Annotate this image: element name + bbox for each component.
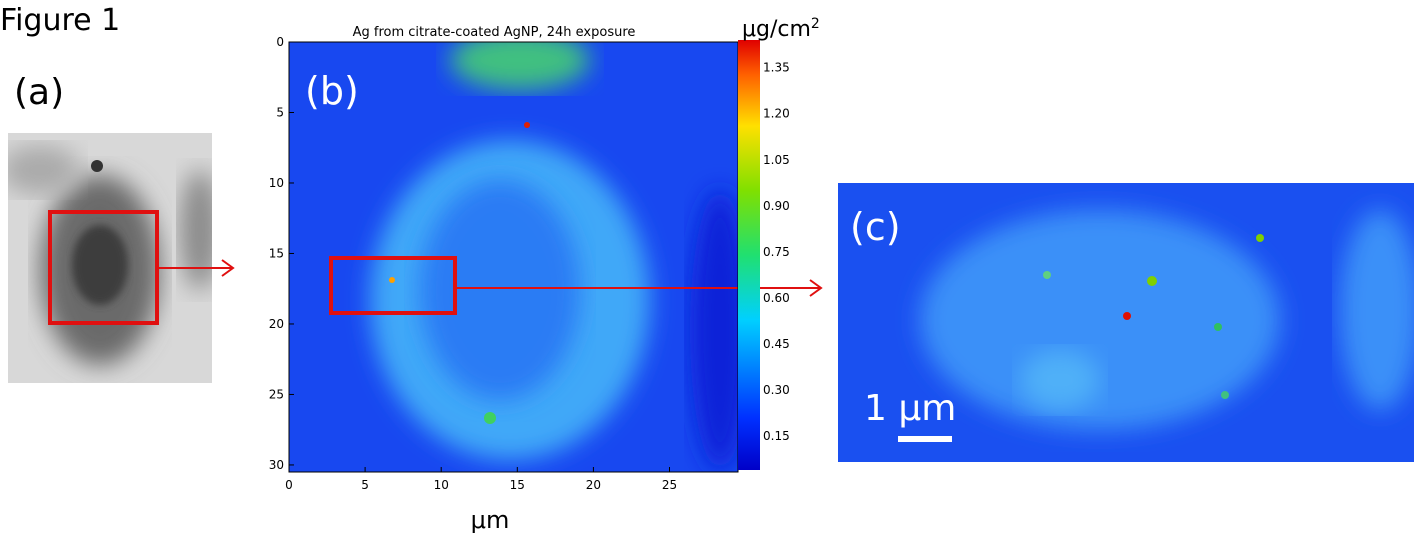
colorbar-tick-label: 1.35 xyxy=(763,61,790,75)
plot-title: Ag from citrate-coated AgNP, 24h exposur… xyxy=(353,25,636,40)
roi-box xyxy=(329,256,457,315)
colorbar xyxy=(738,40,760,470)
colorbar-tick-label: 0.30 xyxy=(763,383,790,397)
colorbar-tick-label: 0.15 xyxy=(763,429,790,443)
unit: μg/cm xyxy=(742,17,811,42)
arrow xyxy=(157,259,235,277)
y-tick-label: 20 xyxy=(269,317,284,331)
colorbar-tick-label: 0.75 xyxy=(763,245,790,259)
x-tick-label: 10 xyxy=(434,478,449,492)
x-axis-label: μm xyxy=(471,506,510,534)
micrograph-a xyxy=(8,133,212,383)
y-tick-label: 25 xyxy=(269,387,284,401)
colorbar-unit: μg/cm2 xyxy=(742,16,820,42)
y-tick-label: 5 xyxy=(276,105,284,119)
unit-exponent: 2 xyxy=(811,16,820,32)
panel-label: (a) xyxy=(14,72,64,113)
panel-label: (b) xyxy=(305,69,359,113)
scale-bar-label: 1 μm xyxy=(864,388,956,429)
y-tick-label: 0 xyxy=(276,35,284,49)
x-tick-label: 0 xyxy=(285,478,293,492)
x-tick-label: 5 xyxy=(361,478,369,492)
y-tick-label: 15 xyxy=(269,246,284,260)
colorbar-tick-label: 1.05 xyxy=(763,153,790,167)
y-tick-label: 30 xyxy=(269,458,284,472)
colorbar-tick-label: 0.45 xyxy=(763,337,790,351)
colorbar-tick-label: 0.90 xyxy=(763,199,790,213)
y-tick-label: 10 xyxy=(269,176,284,190)
scale-bar xyxy=(898,436,952,442)
colorbar-tick-label: 1.20 xyxy=(763,107,790,121)
zoom-map xyxy=(838,183,1414,462)
colorbar-tick-label: 0.60 xyxy=(763,291,790,305)
x-tick-label: 20 xyxy=(586,478,601,492)
x-tick-label: 15 xyxy=(510,478,525,492)
panel-label: (c) xyxy=(850,205,901,249)
x-tick-label: 25 xyxy=(662,478,677,492)
figure-label: Figure 1 xyxy=(0,3,120,38)
